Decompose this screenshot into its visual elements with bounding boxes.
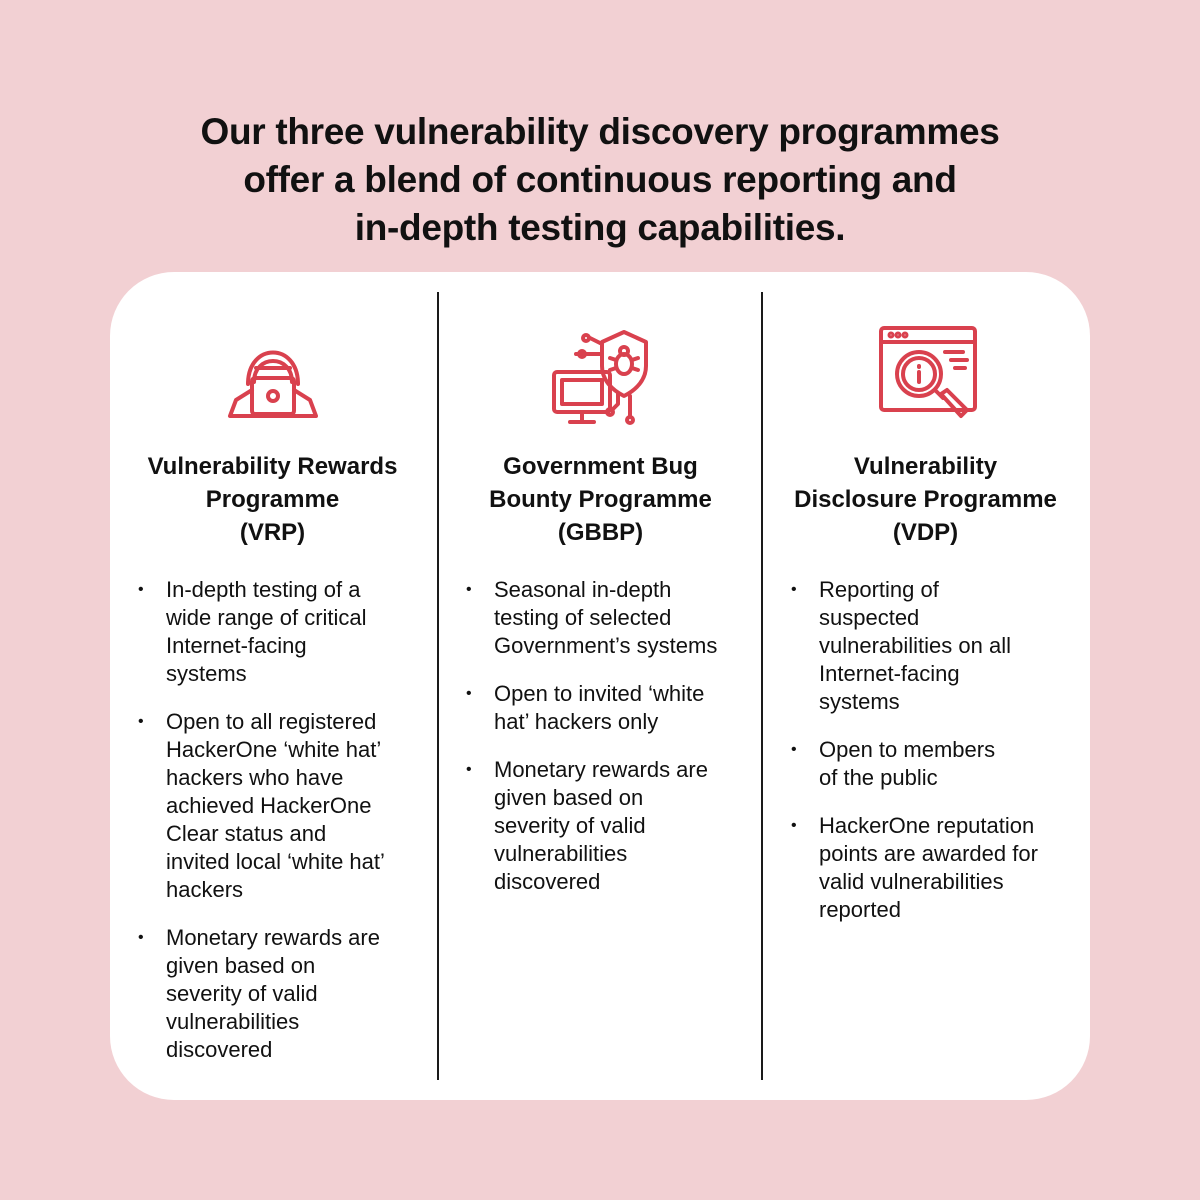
bullet-text-line: hackers (166, 877, 244, 902)
bullet-item: • Open to members of the public (791, 736, 1080, 792)
bullet-text-line: valid vulnerabilities (819, 869, 1004, 894)
headline-line: offer a blend of continuous reporting an… (243, 159, 957, 200)
title-line: Vulnerability (853, 453, 998, 480)
browser-magnifier-icon (871, 320, 981, 430)
programme-title: Vulnerability Rewards Programme (VRP) (120, 450, 425, 549)
bullet-text-line: systems (166, 661, 247, 686)
headline-line: in-depth testing capabilities. (354, 207, 846, 248)
bug-shield-monitor-icon (546, 320, 656, 430)
bullet-item: • Open to invited ‘white hat’ hackers on… (466, 680, 755, 736)
bullet-text-line: Open to members (819, 737, 996, 762)
programme-vdp: Vulnerability Disclosure Programme (VDP)… (763, 272, 1088, 1100)
bullet-text-line: Monetary rewards are (166, 925, 380, 950)
bullet-text-line: Internet-facing (166, 633, 307, 658)
bullet-text-line: Reporting of (819, 577, 939, 602)
bullet-item: • Seasonal in-depth testing of selected … (466, 576, 755, 660)
bullet-item: • HackerOne reputation points are awarde… (791, 812, 1080, 924)
title-line: Programme (205, 486, 340, 513)
bullet-text-line: Open to all registered (166, 709, 377, 734)
headline-line: Our three vulnerability discovery progra… (200, 111, 1000, 152)
bullet-text-line: wide range of critical (166, 605, 367, 630)
title-line: (VDP) (892, 519, 959, 546)
bullet-dot-icon: • (466, 685, 472, 702)
title-line: Disclosure Programme (794, 486, 1057, 513)
bullet-text-line: hackers who have (166, 765, 344, 790)
title-line: Government Bug (503, 453, 698, 480)
bullet-text-line: HackerOne ‘white hat’ (166, 737, 382, 762)
bullet-text-line: hat’ hackers only (494, 709, 659, 734)
bullet-item: • Monetary rewards are given based on se… (138, 924, 427, 1064)
bullet-text-line: In-depth testing of a (166, 577, 361, 602)
bullet-dot-icon: • (138, 581, 144, 598)
bullet-dot-icon: • (138, 929, 144, 946)
bullet-text-line: vulnerabilities (166, 1009, 300, 1034)
bullet-text-line: of the public (819, 765, 938, 790)
programmes-card: Vulnerability Rewards Programme (VRP) • … (110, 272, 1090, 1100)
bullet-dot-icon: • (138, 713, 144, 730)
programme-vrp: Vulnerability Rewards Programme (VRP) • … (110, 272, 435, 1100)
title-line: Vulnerability Rewards (147, 453, 398, 480)
programme-title: Government Bug Bounty Programme (GBBP) (448, 450, 753, 549)
bullet-list: • Seasonal in-depth testing of selected … (466, 576, 755, 916)
bullet-text-line: achieved HackerOne (166, 793, 372, 818)
bullet-text-line: points are awarded for (819, 841, 1038, 866)
bullet-item: • In-depth testing of a wide range of cr… (138, 576, 427, 688)
bullet-text-line: testing of selected (494, 605, 672, 630)
bullet-text-line: Clear status and (166, 821, 327, 846)
bullet-item: • Reporting of suspected vulnerabilities… (791, 576, 1080, 716)
programme-title: Vulnerability Disclosure Programme (VDP) (773, 450, 1078, 549)
bullet-text-line: Open to invited ‘white (494, 681, 705, 706)
bullet-list: • In-depth testing of a wide range of cr… (138, 576, 427, 1084)
bullet-text-line: severity of valid (494, 813, 646, 838)
bullet-text-line: discovered (494, 869, 601, 894)
column-divider (761, 292, 763, 1080)
bullet-text-line: Seasonal in-depth (494, 577, 672, 602)
bullet-item: • Monetary rewards are given based on se… (466, 756, 755, 896)
bullet-text-line: Monetary rewards are (494, 757, 708, 782)
bullet-dot-icon: • (791, 817, 797, 834)
column-divider (437, 292, 439, 1080)
bullet-text-line: vulnerabilities (494, 841, 628, 866)
title-line: Bounty Programme (489, 486, 712, 513)
bullet-text-line: severity of valid (166, 981, 318, 1006)
headline: Our three vulnerability discovery progra… (100, 108, 1100, 252)
hacker-laptop-icon (218, 320, 328, 430)
bullet-dot-icon: • (791, 741, 797, 758)
bullet-list: • Reporting of suspected vulnerabilities… (791, 576, 1080, 944)
title-line: (VRP) (239, 519, 306, 546)
bullet-dot-icon: • (791, 581, 797, 598)
bullet-text-line: systems (819, 689, 900, 714)
bullet-text-line: Government’s systems (494, 633, 718, 658)
bullet-text-line: suspected (819, 605, 920, 630)
bullet-text-line: vulnerabilities on all (819, 633, 1011, 658)
bullet-dot-icon: • (466, 581, 472, 598)
bullet-text-line: Internet-facing (819, 661, 960, 686)
title-line: (GBBP) (557, 519, 644, 546)
bullet-text-line: invited local ‘white hat’ (166, 849, 385, 874)
programme-gbbp: Government Bug Bounty Programme (GBBP) •… (438, 272, 763, 1100)
bullet-dot-icon: • (466, 761, 472, 778)
bullet-item: • Open to all registered HackerOne ‘whit… (138, 708, 427, 904)
bullet-text-line: reported (819, 897, 901, 922)
bullet-text-line: discovered (166, 1037, 273, 1062)
bullet-text-line: given based on (494, 785, 644, 810)
bullet-text-line: given based on (166, 953, 316, 978)
bullet-text-line: HackerOne reputation (819, 813, 1035, 838)
